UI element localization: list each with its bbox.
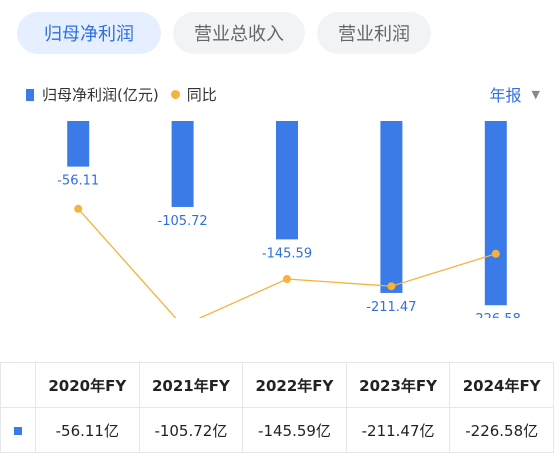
table-cell: -56.11亿 [35, 407, 140, 453]
metric-tabs: 归母净利润 营业总收入 营业利润 [17, 12, 431, 54]
bar-value-label: -105.72 [158, 214, 208, 229]
table-header: 2021年FY [138, 362, 244, 408]
bar-value-label: -211.47 [366, 300, 416, 315]
bar-value-label: -56.11 [57, 174, 99, 189]
series-marker [14, 427, 22, 435]
tab-net-profit[interactable]: 归母净利润 [17, 12, 161, 54]
bar [380, 121, 403, 293]
table-header: 2023年FY [345, 362, 451, 408]
yoy-point [283, 275, 291, 283]
table-header: 2022年FY [242, 362, 347, 408]
data-table: 2020年FY 2021年FY 2022年FY 2023年FY 2024年FY … [0, 362, 554, 453]
bar-value-label: -226.58 [471, 312, 521, 318]
table-header-row: 2020年FY 2021年FY 2022年FY 2023年FY 2024年FY [0, 362, 554, 408]
bar [67, 121, 90, 167]
row-marker-cell [0, 407, 36, 453]
table-cell: -145.59亿 [242, 407, 347, 453]
table-cell: -226.58亿 [449, 407, 554, 453]
table-cell: -105.72亿 [138, 407, 244, 453]
period-label: 年报 [489, 86, 522, 105]
table-row: -56.11亿 -105.72亿 -145.59亿 -211.47亿 -226.… [0, 407, 554, 453]
chevron-down-icon: ▼ [531, 87, 540, 101]
bar [171, 121, 194, 207]
yoy-point [387, 282, 396, 291]
yoy-point [491, 249, 500, 258]
table-cell: -211.47亿 [345, 407, 451, 453]
bar-legend-marker [26, 88, 34, 101]
bar [276, 121, 298, 240]
line-legend-marker [170, 90, 180, 99]
chart-legend: 归母净利润(亿元) 同比 [26, 84, 217, 105]
table-header: 2020年FY [35, 362, 140, 408]
header-marker-cell [0, 362, 36, 408]
yoy-point [74, 204, 83, 213]
bar [484, 121, 507, 306]
tab-total-revenue[interactable]: 营业总收入 [173, 12, 305, 54]
legend-yoy-label: 同比 [186, 86, 217, 104]
tab-operating-profit[interactable]: 营业利润 [317, 12, 431, 54]
legend-net-profit-label: 归母净利润(亿元) [42, 86, 159, 104]
net-profit-chart: -56.11 -105.72 -145.59 -211.47 -226.58 [57, 121, 521, 318]
table-header: 2024年FY [449, 362, 554, 408]
period-select[interactable]: 年报 ▼ [490, 82, 540, 106]
bar-value-label: -145.59 [262, 246, 312, 261]
